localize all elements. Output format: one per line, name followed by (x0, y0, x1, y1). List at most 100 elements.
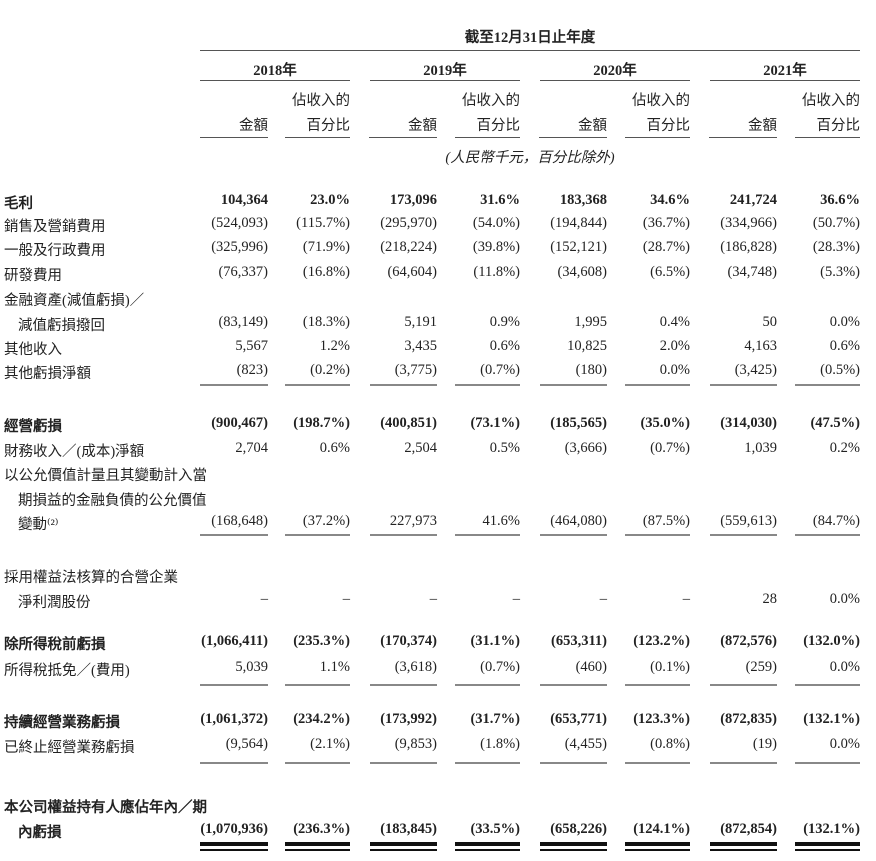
pct-cell: 36.6% (820, 192, 860, 208)
amount-cell: (334,966) (720, 215, 777, 231)
double-underline (795, 842, 860, 851)
amount-cell: 2,504 (404, 440, 437, 456)
pct-cell: (87.5%) (642, 513, 690, 529)
pct-cell: (33.5%) (470, 820, 520, 837)
amount-cell: (83,149) (218, 313, 268, 330)
subtotal-underline (795, 762, 860, 764)
amount-cell: (1,070,936) (200, 820, 268, 837)
subtotal-underline (370, 534, 437, 536)
subtotal-underline (455, 534, 520, 536)
row-label: 期損益的金融負債的公允價值 (18, 492, 207, 509)
pct-cell: 34.6% (650, 192, 690, 208)
pct-column-header-line1: 佔收入的 (462, 93, 520, 109)
pct-cell: – (682, 590, 690, 607)
amount-cell: (295,970) (380, 215, 437, 231)
amount-cell: 5,039 (235, 659, 268, 675)
amount-cell: (9,853) (394, 736, 437, 752)
row-label: 銷售及營銷費用 (4, 219, 106, 235)
amount-cell: 5,191 (404, 313, 437, 330)
pct-cell: (234.2%) (293, 711, 350, 727)
amount-cell: (1,061,372) (200, 711, 268, 727)
pct-cell: 0.0% (829, 659, 860, 675)
amount-cell: 10,825 (567, 338, 607, 354)
amount-cell: 5,567 (235, 338, 268, 354)
amount-cell: (4,455) (564, 736, 607, 752)
pct-cell: 2.0% (659, 338, 690, 354)
row-label: 淨利潤股份 (18, 594, 91, 611)
amount-cell: (658,226) (550, 820, 607, 837)
pct-cell: (31.7%) (470, 711, 520, 727)
subtotal-underline (795, 534, 860, 536)
subtotal-underline (285, 762, 350, 764)
double-underline (370, 842, 437, 851)
divider (625, 137, 690, 138)
amount-cell: (325,996) (211, 239, 268, 255)
pct-cell: 0.9% (489, 313, 520, 330)
amount-cell: 1,995 (574, 313, 607, 330)
pct-cell: (37.2%) (302, 513, 350, 529)
row-label: 經營虧損 (4, 419, 62, 435)
amount-cell: 28 (762, 590, 778, 607)
pct-cell: (84.7%) (812, 513, 860, 529)
pct-cell: (11.8%) (473, 264, 520, 280)
pct-cell: (123.3%) (633, 711, 690, 727)
amount-cell: (34,748) (727, 264, 777, 280)
subtotal-underline (710, 384, 777, 386)
row-label: 本公司權益持有人應佔年內／期 (4, 800, 207, 816)
subtotal-underline (710, 684, 777, 686)
subtotal-underline (710, 534, 777, 536)
amount-cell: (872,835) (720, 711, 777, 727)
row-label: 財務收入／(成本)淨額 (4, 444, 145, 460)
pct-cell: (132.0%) (803, 633, 860, 649)
pct-cell: (2.1%) (310, 736, 350, 752)
amount-cell: (653,771) (550, 711, 607, 727)
row-label: 所得稅抵免／(費用) (4, 663, 130, 679)
subtotal-underline (200, 384, 268, 386)
amount-cell: – (260, 590, 268, 607)
amount-cell: – (599, 590, 607, 607)
amount-cell: (400,851) (380, 415, 437, 431)
row-label: 持續經營業務虧損 (4, 715, 120, 731)
amount-cell: (900,467) (211, 415, 268, 431)
pct-cell: (54.0%) (472, 215, 520, 231)
pct-cell: (28.7%) (642, 239, 690, 255)
pct-cell: 0.0% (829, 590, 860, 607)
pct-cell: (18.3%) (302, 313, 350, 330)
pct-cell: (50.7%) (812, 215, 860, 231)
row-label: 研發費用 (4, 268, 62, 284)
divider (370, 80, 520, 81)
amount-cell: (76,337) (218, 264, 268, 280)
amount-column-header: 金額 (239, 118, 268, 134)
row-label: 其他收入 (4, 342, 62, 358)
pct-column-header-line1: 佔收入的 (802, 93, 860, 109)
pct-cell: (0.5%) (820, 362, 860, 378)
subtotal-underline (370, 762, 437, 764)
pct-cell: 0.0% (829, 736, 860, 752)
pct-cell: (35.0%) (640, 415, 690, 431)
divider (455, 137, 520, 138)
subtotal-underline (540, 684, 607, 686)
row-label: 內虧損 (18, 824, 62, 841)
amount-cell: 2,704 (235, 440, 268, 456)
pct-cell: 0.4% (659, 313, 690, 330)
double-underline (455, 842, 520, 851)
amount-cell: (180) (575, 362, 607, 378)
row-label: 採用權益法核算的合營企業 (4, 570, 178, 586)
pct-column-header-line2: 百分比 (306, 118, 351, 134)
pct-cell: 23.0% (310, 192, 350, 208)
subtotal-underline (455, 684, 520, 686)
subtotal-underline (285, 684, 350, 686)
double-underline (710, 842, 777, 851)
amount-cell: 50 (762, 313, 778, 330)
amount-cell: 3,435 (404, 338, 437, 354)
row-label: 減值虧損撥回 (18, 317, 105, 334)
amount-cell: (653,311) (551, 633, 607, 649)
amount-column-header: 金額 (578, 118, 607, 134)
amount-cell: (314,030) (720, 415, 777, 431)
amount-cell: 104,364 (220, 192, 268, 208)
amount-cell: (34,608) (557, 264, 607, 280)
pct-cell: 0.6% (489, 338, 520, 354)
pct-cell: – (342, 590, 350, 607)
amount-cell: (3,425) (734, 362, 777, 378)
